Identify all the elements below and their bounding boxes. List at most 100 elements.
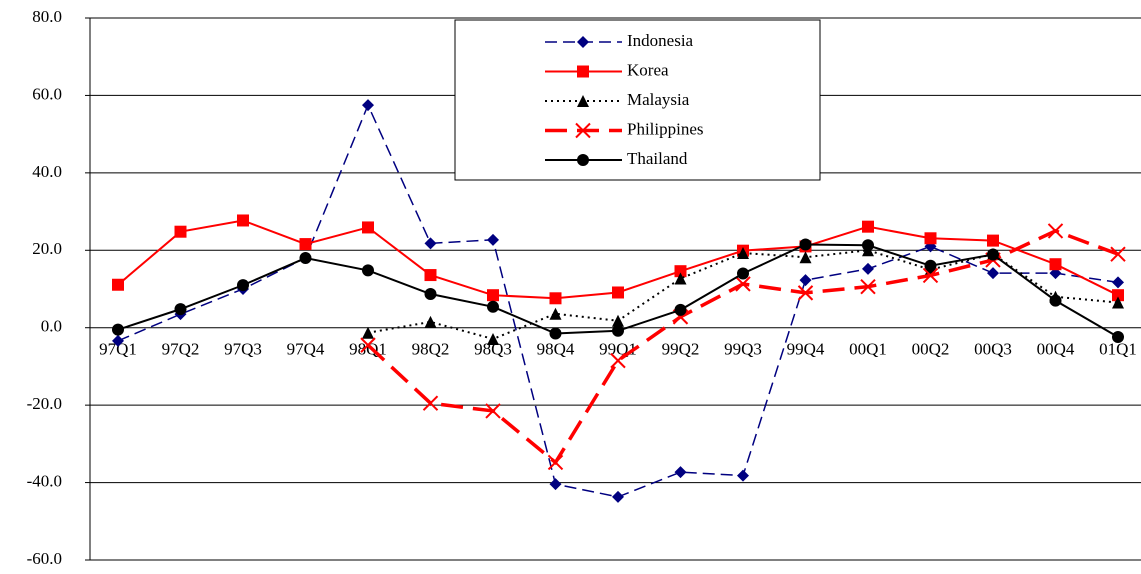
marker bbox=[360, 337, 376, 353]
y-tick-label: 80.0 bbox=[32, 7, 62, 26]
marker bbox=[549, 327, 562, 340]
x-tick-label: 97Q1 bbox=[99, 340, 137, 359]
marker bbox=[987, 267, 999, 280]
marker bbox=[112, 278, 124, 291]
marker bbox=[237, 214, 249, 227]
legend-label: Thailand bbox=[627, 149, 688, 168]
legend-label: Korea bbox=[627, 60, 669, 79]
marker bbox=[1049, 294, 1062, 307]
marker bbox=[1112, 289, 1124, 302]
marker bbox=[1112, 276, 1124, 289]
marker bbox=[674, 303, 687, 316]
marker bbox=[577, 95, 589, 107]
marker bbox=[922, 267, 939, 284]
marker bbox=[299, 238, 312, 251]
x-tick-label: 97Q4 bbox=[287, 340, 325, 359]
marker bbox=[862, 239, 874, 252]
marker bbox=[547, 454, 564, 471]
marker bbox=[549, 307, 562, 320]
y-tick-label: 0.0 bbox=[41, 317, 62, 336]
marker bbox=[737, 267, 749, 280]
x-tick-label: 99Q3 bbox=[724, 340, 762, 359]
x-tick-label: 00Q1 bbox=[849, 340, 887, 359]
marker bbox=[924, 259, 937, 272]
legend: Indonesia Korea Malaysia Philippines Thailan… bbox=[454, 19, 821, 181]
marker bbox=[799, 251, 812, 264]
y-tick-label: 20.0 bbox=[32, 239, 62, 258]
marker bbox=[424, 288, 437, 301]
marker bbox=[362, 221, 374, 234]
marker bbox=[174, 225, 187, 238]
marker bbox=[485, 403, 501, 419]
marker bbox=[1110, 246, 1126, 262]
marker bbox=[174, 303, 187, 316]
x-tick-label: 00Q2 bbox=[912, 340, 950, 359]
marker bbox=[924, 232, 937, 245]
marker bbox=[362, 99, 374, 112]
marker bbox=[612, 286, 624, 299]
x-tick-label: 00Q3 bbox=[974, 340, 1012, 359]
y-tick-label: -60.0 bbox=[27, 549, 62, 568]
marker bbox=[610, 352, 626, 369]
marker bbox=[112, 334, 124, 347]
marker bbox=[424, 315, 437, 328]
marker bbox=[737, 469, 749, 482]
marker bbox=[1047, 223, 1064, 239]
legend-box bbox=[454, 19, 821, 181]
marker bbox=[987, 248, 999, 261]
marker bbox=[735, 276, 751, 292]
x-tick-label: 99Q4 bbox=[787, 340, 825, 359]
marker bbox=[862, 220, 874, 233]
legend-label: Malaysia bbox=[627, 90, 690, 109]
marker bbox=[612, 324, 624, 337]
marker bbox=[424, 237, 437, 250]
marker bbox=[860, 278, 876, 295]
marker bbox=[612, 314, 624, 327]
x-tick-label: 97Q3 bbox=[224, 340, 262, 359]
marker bbox=[237, 279, 249, 292]
y-tick-label: 40.0 bbox=[32, 162, 62, 181]
x-tick-label: 98Q3 bbox=[474, 340, 512, 359]
marker bbox=[674, 466, 687, 479]
marker bbox=[422, 395, 439, 411]
x-tick-label: 97Q2 bbox=[162, 340, 200, 359]
marker bbox=[1112, 296, 1124, 309]
marker bbox=[1112, 331, 1124, 344]
marker bbox=[362, 326, 374, 339]
x-tick-label: 98Q2 bbox=[412, 340, 450, 359]
marker bbox=[737, 246, 749, 259]
legend-label: Indonesia bbox=[627, 31, 694, 50]
x-tick-label: 00Q4 bbox=[1037, 340, 1075, 359]
y-tick-label: 60.0 bbox=[32, 84, 62, 103]
marker bbox=[549, 292, 562, 305]
marker bbox=[487, 332, 499, 345]
marker bbox=[612, 490, 624, 503]
marker bbox=[862, 262, 874, 275]
marker bbox=[424, 269, 437, 282]
marker bbox=[549, 478, 562, 491]
marker bbox=[299, 252, 312, 265]
x-tick-label: 99Q2 bbox=[662, 340, 700, 359]
marker bbox=[575, 122, 591, 139]
marker bbox=[674, 272, 687, 285]
marker bbox=[577, 36, 589, 48]
marker bbox=[799, 238, 812, 251]
marker bbox=[799, 274, 812, 287]
y-tick-label: -20.0 bbox=[27, 394, 62, 413]
x-tick-label: 99Q1 bbox=[599, 340, 637, 359]
legend-label: Philippines bbox=[627, 119, 704, 138]
marker bbox=[797, 285, 814, 301]
marker bbox=[987, 234, 999, 247]
marker bbox=[487, 289, 499, 302]
marker bbox=[577, 65, 589, 78]
marker bbox=[1049, 258, 1062, 271]
x-tick-label: 01Q1 bbox=[1099, 340, 1137, 359]
marker bbox=[112, 323, 124, 336]
marker bbox=[487, 233, 499, 246]
marker bbox=[577, 154, 589, 166]
marker bbox=[487, 300, 499, 313]
x-tick-label: 98Q4 bbox=[537, 340, 575, 359]
marker bbox=[362, 264, 374, 277]
marker bbox=[674, 265, 687, 278]
